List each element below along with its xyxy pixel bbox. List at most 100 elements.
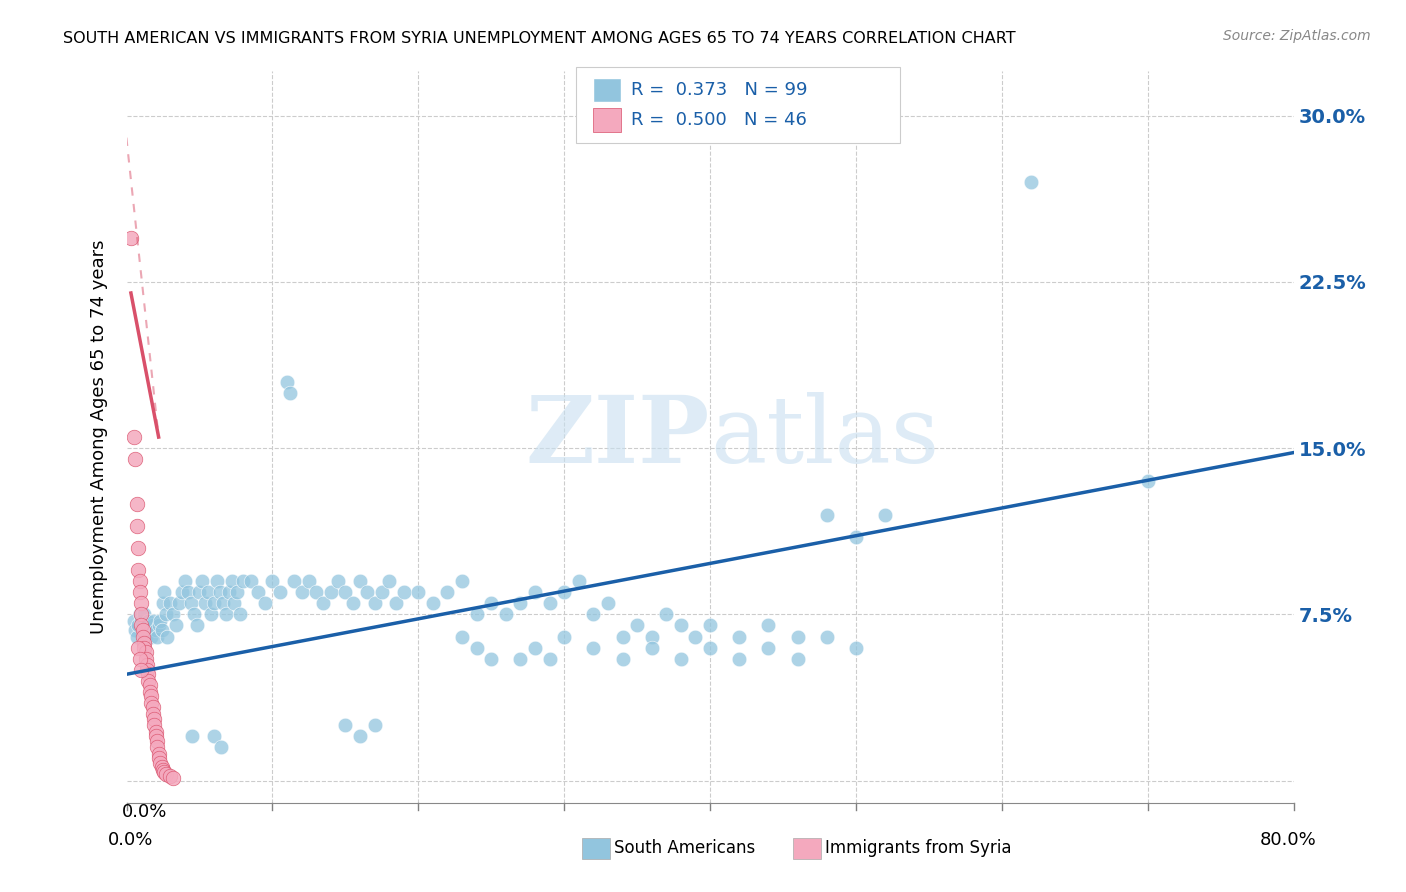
Point — [167, 596, 190, 610]
Point — [149, 756, 172, 770]
Point — [149, 614, 172, 628]
Text: R =  0.373   N = 99: R = 0.373 N = 99 — [631, 81, 808, 99]
Point — [262, 574, 284, 589]
Point — [786, 630, 808, 644]
Point — [436, 585, 458, 599]
Point — [640, 640, 664, 655]
Point — [524, 640, 547, 655]
Point — [143, 718, 166, 732]
Text: 80.0%: 80.0% — [1260, 831, 1316, 849]
Point — [538, 651, 561, 665]
Point — [183, 607, 205, 622]
Point — [142, 618, 165, 632]
Point — [156, 630, 179, 644]
Point — [232, 574, 254, 589]
Text: ZIP: ZIP — [526, 392, 710, 482]
Point — [145, 724, 167, 739]
Point — [371, 585, 394, 599]
Point — [422, 596, 444, 610]
Point — [162, 607, 184, 622]
Point — [1136, 475, 1159, 489]
Point — [612, 651, 634, 665]
Point — [845, 640, 868, 655]
Point — [596, 596, 619, 610]
Point — [131, 623, 153, 637]
Point — [451, 574, 474, 589]
Point — [479, 596, 502, 610]
Point — [174, 574, 197, 589]
Point — [165, 618, 187, 632]
Point — [756, 640, 779, 655]
Point — [699, 618, 721, 632]
Point — [226, 585, 249, 599]
Y-axis label: Unemployment Among Ages 65 to 74 years: Unemployment Among Ages 65 to 74 years — [90, 240, 108, 634]
Point — [655, 607, 678, 622]
Point — [132, 636, 155, 650]
Point — [349, 574, 371, 589]
Point — [141, 630, 163, 644]
Point — [278, 385, 301, 400]
Point — [408, 585, 430, 599]
Point — [202, 729, 225, 743]
Point — [127, 563, 149, 577]
Point — [143, 712, 166, 726]
Point — [208, 585, 231, 599]
Point — [553, 630, 575, 644]
Point — [612, 630, 634, 644]
Point — [509, 596, 531, 610]
Point — [728, 630, 751, 644]
Point — [342, 596, 364, 610]
Point — [728, 651, 751, 665]
Point — [134, 645, 156, 659]
Point — [150, 623, 173, 637]
Point — [146, 740, 169, 755]
Point — [138, 614, 160, 628]
Point — [122, 430, 145, 444]
Point — [209, 740, 232, 755]
Point — [139, 678, 162, 692]
Point — [141, 696, 163, 710]
Point — [146, 733, 169, 747]
Point — [153, 585, 176, 599]
Point — [786, 651, 808, 665]
Point — [148, 751, 170, 765]
Point — [129, 607, 152, 622]
Point — [363, 596, 385, 610]
Point — [495, 607, 517, 622]
Text: R =  0.500   N = 46: R = 0.500 N = 46 — [631, 112, 807, 129]
Point — [128, 651, 150, 665]
Point — [148, 747, 170, 761]
Point — [128, 574, 150, 589]
Text: 0.0%: 0.0% — [108, 831, 153, 849]
Point — [290, 585, 312, 599]
Point — [356, 585, 378, 599]
Point — [136, 618, 159, 632]
Point — [283, 574, 305, 589]
Point — [148, 618, 170, 632]
Point — [152, 763, 174, 777]
Point — [127, 640, 149, 655]
Point — [124, 452, 146, 467]
Point — [465, 640, 488, 655]
Point — [186, 618, 208, 632]
Text: Source: ZipAtlas.com: Source: ZipAtlas.com — [1223, 29, 1371, 43]
Point — [239, 574, 262, 589]
Point — [815, 508, 838, 522]
Point — [479, 651, 502, 665]
Point — [139, 685, 162, 699]
Point — [509, 651, 531, 665]
Point — [188, 585, 211, 599]
Text: South Americans: South Americans — [614, 839, 755, 857]
Text: SOUTH AMERICAN VS IMMIGRANTS FROM SYRIA UNEMPLOYMENT AMONG AGES 65 TO 74 YEARS C: SOUTH AMERICAN VS IMMIGRANTS FROM SYRIA … — [63, 31, 1017, 46]
Point — [378, 574, 401, 589]
Point — [143, 614, 166, 628]
Point — [451, 630, 474, 644]
Point — [127, 618, 149, 632]
Point — [229, 607, 252, 622]
Point — [669, 651, 692, 665]
Point — [142, 700, 165, 714]
Point — [215, 607, 238, 622]
Point — [815, 630, 838, 644]
Text: Immigrants from Syria: Immigrants from Syria — [825, 839, 1012, 857]
Point — [254, 596, 277, 610]
